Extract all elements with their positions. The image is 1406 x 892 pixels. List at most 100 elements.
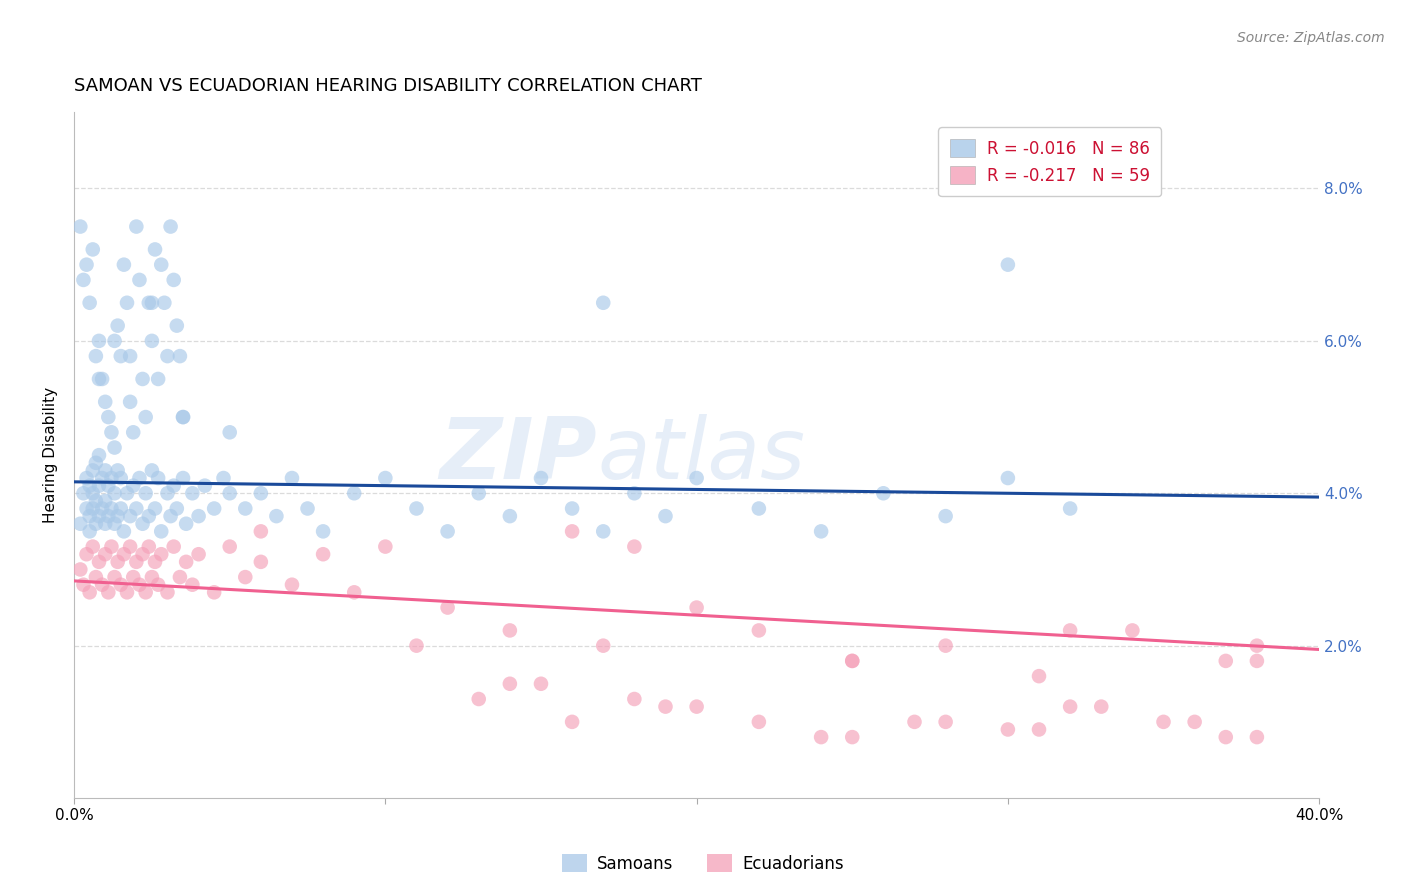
Point [120,540,142,554]
Point [1028,669,1050,683]
Point [84,516,107,531]
Point [212,471,235,485]
Point [530,677,553,691]
Point [112,524,135,539]
Point [100,471,122,485]
Point [103,334,125,348]
Point [107,318,129,333]
Point [841,730,863,744]
Point [1246,639,1268,653]
Point [181,486,204,500]
Point [1059,501,1081,516]
Point [131,516,153,531]
Point [91,578,114,592]
Point [120,394,142,409]
Point [997,258,1019,272]
Point [97,410,120,425]
Point [79,524,101,539]
Text: Source: ZipAtlas.com: Source: ZipAtlas.com [1237,31,1385,45]
Point [128,471,150,485]
Point [903,714,925,729]
Text: ZIP: ZIP [440,414,598,497]
Point [654,509,676,524]
Point [128,273,150,287]
Point [110,501,132,516]
Point [84,570,107,584]
Point [72,578,94,592]
Point [115,585,138,599]
Point [103,570,125,584]
Point [141,463,163,477]
Point [436,524,458,539]
Point [125,501,148,516]
Point [82,463,104,477]
Point [143,555,166,569]
Point [187,509,209,524]
Point [84,349,107,363]
Legend: R = -0.016   N = 86, R = -0.217   N = 59: R = -0.016 N = 86, R = -0.217 N = 59 [938,128,1161,196]
Point [250,486,273,500]
Point [166,501,188,516]
Point [87,448,110,462]
Point [97,478,120,492]
Point [110,349,132,363]
Point [436,600,458,615]
Point [312,547,335,561]
Point [84,456,107,470]
Point [76,258,98,272]
Point [135,486,157,500]
Point [87,478,110,492]
Point [187,547,209,561]
Point [156,585,179,599]
Point [125,219,148,234]
Point [1028,723,1050,737]
Point [138,295,160,310]
Point [1059,624,1081,638]
Point [561,714,583,729]
Point [115,295,138,310]
Point [94,394,117,409]
Point [467,486,489,500]
Point [115,486,138,500]
Point [169,349,191,363]
Point [82,501,104,516]
Point [281,578,304,592]
Point [685,699,707,714]
Point [76,501,98,516]
Point [623,692,645,706]
Point [135,410,157,425]
Point [131,372,153,386]
Point [266,509,288,524]
Point [122,425,145,440]
Point [94,516,117,531]
Point [87,555,110,569]
Point [122,478,145,492]
Point [153,295,176,310]
Point [107,555,129,569]
Point [163,540,186,554]
Point [146,471,169,485]
Point [138,540,160,554]
Point [297,501,319,516]
Point [374,471,396,485]
Point [592,524,614,539]
Point [87,334,110,348]
Point [810,524,832,539]
Point [685,600,707,615]
Point [156,486,179,500]
Point [1246,654,1268,668]
Point [79,295,101,310]
Point [135,585,157,599]
Point [128,578,150,592]
Point [748,501,770,516]
Point [94,463,117,477]
Point [69,516,91,531]
Point [250,524,273,539]
Point [654,699,676,714]
Point [131,547,153,561]
Point [122,570,145,584]
Point [159,509,181,524]
Point [166,318,188,333]
Point [72,486,94,500]
Point [163,273,186,287]
